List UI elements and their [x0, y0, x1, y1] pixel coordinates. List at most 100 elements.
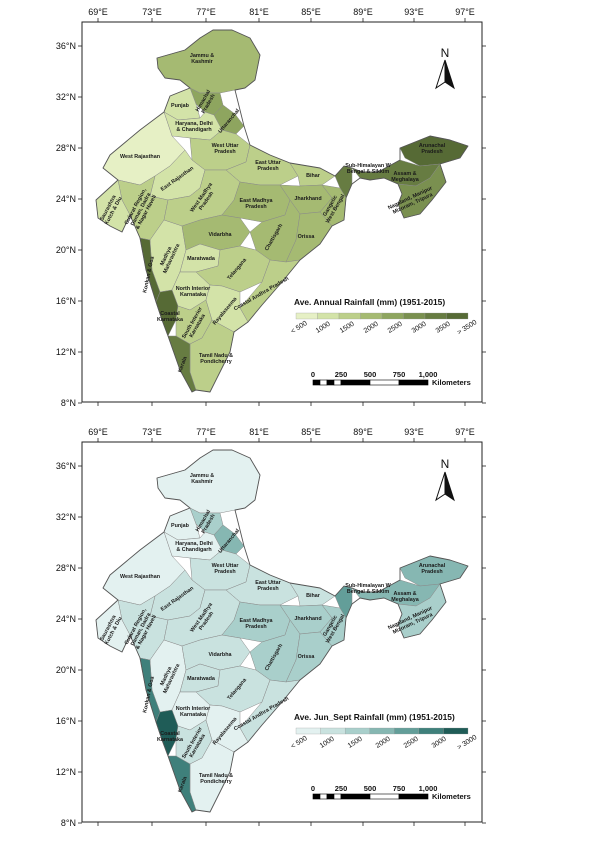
legend-swatch — [295, 727, 321, 735]
latitude-label: 20°N — [56, 665, 76, 675]
region-label-maratwada: Maratwada — [187, 256, 216, 262]
scale-segment — [369, 793, 400, 800]
legend-swatch — [320, 727, 346, 735]
scale-unit: Kilometers — [432, 378, 471, 387]
monsoon-rainfall-map: 69°E 73°E 77°E 81°E 85°E 89°E 93°E 97°E 36°N 32°N… — [56, 427, 486, 828]
region-label-jharkhand: Jharkhand — [294, 196, 321, 202]
legend-swatch — [446, 312, 469, 320]
legend-swatch — [344, 727, 370, 735]
scale-label: 500 — [364, 370, 377, 379]
region-label-east-madhya-pradesh: East Madhya Pradesh — [240, 198, 274, 210]
region-label-assam-meghalaya: Assam & Meghalaya — [391, 591, 420, 603]
legend-swatch — [403, 312, 426, 320]
region-label-kerala: Kerala — [177, 775, 189, 793]
region-label-orissa: Orissa — [298, 234, 316, 240]
latitude-label: 36°N — [56, 41, 76, 51]
region-label-punjab: Punjab — [171, 103, 190, 109]
region-label-assam-meghalaya: Assam & Meghalaya — [391, 171, 420, 183]
region-label-vidarbha: Vidarbha — [209, 652, 233, 658]
latitude-label: 12°N — [56, 767, 76, 777]
latitude-label: 8°N — [61, 398, 76, 408]
country-boundary — [95, 449, 469, 813]
scale-label: 250 — [335, 370, 348, 379]
annual-rainfall-map-panel: 69°E 73°E 77°E 81°E 85°E 89°E 93°E 97°E 36°N 32°N… — [0, 0, 600, 420]
scale-label: 750 — [393, 370, 406, 379]
scale-segment — [312, 379, 321, 386]
region-label-kerala: Kerala — [177, 355, 189, 373]
legend-swatch — [418, 727, 444, 735]
region-label-bihar: Bihar — [306, 173, 321, 179]
region-label-sub-himalayan-w-bengal-sikkim: Sub-Himalayan W Bengal & Sikkim — [345, 163, 391, 175]
regions-layer — [95, 449, 469, 813]
longitude-label: 69°E — [88, 7, 108, 17]
longitude-label: 69°E — [88, 427, 108, 437]
scale-segment — [326, 793, 335, 800]
north-arrow: N — [435, 457, 455, 502]
region-label-arunachal-pradesh: Arunachal Pradesh — [419, 563, 446, 575]
scale-segment — [333, 379, 342, 386]
latitude-label: 16°N — [56, 296, 76, 306]
legend-swatch — [338, 312, 361, 320]
longitude-label: 93°E — [404, 427, 424, 437]
region-label-jammu-kashmir: Jammu & Kashmir — [190, 473, 214, 485]
longitude-label: 85°E — [301, 7, 321, 17]
region-label-arunachal-pradesh: Arunachal Pradesh — [419, 143, 446, 155]
region-label-east-uttar-pradesh: East Uttar Pradesh — [255, 160, 281, 172]
scale-segment — [326, 379, 335, 386]
legend-swatch — [317, 312, 340, 320]
latitude-label: 24°N — [56, 194, 76, 204]
longitude-label: 77°E — [196, 7, 216, 17]
scale-label: 0 — [311, 784, 315, 793]
longitude-label: 73°E — [142, 7, 162, 17]
scale-segment — [319, 793, 328, 800]
scale-segment — [340, 379, 371, 386]
region-label-punjab: Punjab — [171, 523, 190, 529]
region-label-jharkhand: Jharkhand — [294, 616, 321, 622]
longitude-label: 85°E — [301, 427, 321, 437]
longitude-label: 81°E — [249, 7, 269, 17]
latitude-label: 20°N — [56, 245, 76, 255]
longitude-label: 89°E — [353, 7, 373, 17]
legend-swatch — [369, 727, 395, 735]
region-label-orissa: Orissa — [298, 654, 316, 660]
annual-rainfall-map: 69°E 73°E 77°E 81°E 85°E 89°E 93°E 97°E 36°N 32°N… — [56, 7, 486, 408]
country-boundary — [95, 29, 469, 393]
longitude-label: 97°E — [455, 7, 475, 17]
region-label-maratwada: Maratwada — [187, 676, 216, 682]
latitude-label: 36°N — [56, 461, 76, 471]
latitude-label: 32°N — [56, 92, 76, 102]
region-haryana-delhi-chandigarh — [163, 531, 223, 561]
region-label-east-madhya-pradesh: East Madhya Pradesh — [240, 618, 274, 630]
latitude-label: 28°N — [56, 143, 76, 153]
legend-swatch — [360, 312, 383, 320]
region-label-coastal-karnataka: Coastal Karnataka — [157, 731, 184, 743]
scale-segment — [398, 379, 429, 386]
legend-swatch — [424, 312, 447, 320]
scale-label: 250 — [335, 784, 348, 793]
latitude-label: 8°N — [61, 818, 76, 828]
region-label-vidarbha: Vidarbha — [209, 232, 233, 238]
region-label-bihar: Bihar — [306, 593, 321, 599]
latitude-label: 16°N — [56, 716, 76, 726]
region-label-north-interior-karnataka: North Interior Karnataka — [176, 286, 211, 298]
scale-segment — [369, 379, 400, 386]
scale-segment — [340, 793, 371, 800]
latitude-label: 32°N — [56, 512, 76, 522]
scale-segment — [333, 793, 342, 800]
scale-label: 750 — [393, 784, 406, 793]
north-label: N — [441, 46, 450, 60]
region-haryana-delhi-chandigarh — [163, 111, 223, 141]
north-arrow-right-half — [444, 471, 455, 502]
scale-label: 0 — [311, 370, 315, 379]
scale-unit: Kilometers — [432, 792, 471, 801]
longitude-label: 73°E — [142, 427, 162, 437]
region-label-sub-himalayan-w-bengal-sikkim: Sub-Himalayan W Bengal & Sikkim — [345, 583, 391, 595]
region-label-north-interior-karnataka: North Interior Karnataka — [176, 706, 211, 718]
region-label-east-uttar-pradesh: East Uttar Pradesh — [255, 580, 281, 592]
legend-swatch — [394, 727, 420, 735]
scale-segment — [319, 379, 328, 386]
latitude-label: 24°N — [56, 614, 76, 624]
latitude-label: 12°N — [56, 347, 76, 357]
